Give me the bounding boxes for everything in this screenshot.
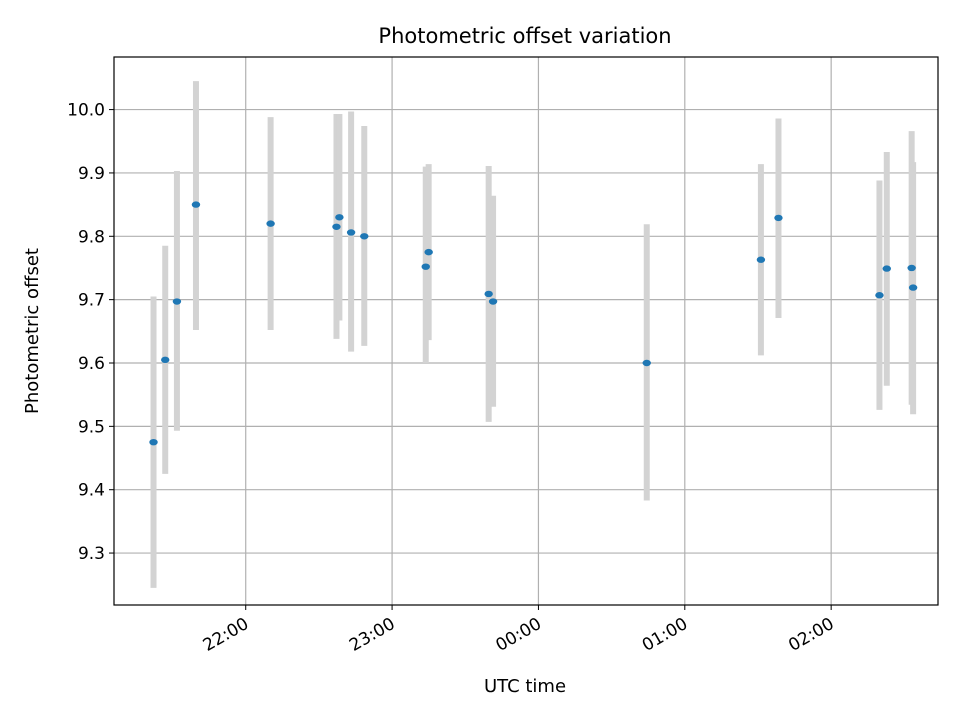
data-point	[346, 229, 356, 236]
data-point	[908, 284, 918, 291]
y-tick-label: 9.7	[78, 291, 105, 311]
data-point	[882, 265, 891, 272]
data-point	[484, 290, 493, 298]
data-point	[642, 359, 651, 367]
data-point	[488, 298, 498, 305]
data-point	[421, 263, 430, 270]
data-point	[191, 201, 201, 208]
x-axis-label: UTC time	[484, 676, 566, 697]
y-tick-label: 9.8	[78, 227, 105, 247]
data-point	[774, 214, 783, 222]
chart-title: Photometric offset variation	[378, 24, 671, 48]
y-tick-label: 10.0	[67, 101, 105, 121]
data-point	[875, 292, 884, 299]
y-tick-label: 9.6	[78, 354, 105, 374]
data-point	[161, 356, 170, 364]
y-tick-label: 9.3	[78, 544, 105, 564]
y-axis-label: Photometric offset	[22, 248, 43, 414]
data-point	[149, 438, 158, 446]
y-tick-label: 9.9	[78, 164, 105, 184]
data-points	[149, 201, 918, 446]
data-point	[424, 248, 433, 256]
grid-lines	[114, 57, 938, 605]
data-point	[332, 223, 341, 230]
data-point	[335, 214, 344, 221]
data-point	[756, 256, 766, 263]
y-axis-ticks: 9.3 9.4 9.5 9.6 9.7 9.8 9.9 10.0	[67, 101, 114, 564]
data-point	[172, 298, 182, 305]
data-point	[266, 220, 275, 227]
plot-area-frame	[113, 56, 939, 606]
y-tick-label: 9.4	[78, 481, 105, 501]
data-point	[907, 264, 916, 272]
y-tick-label: 9.5	[78, 417, 105, 437]
data-point	[360, 233, 369, 240]
